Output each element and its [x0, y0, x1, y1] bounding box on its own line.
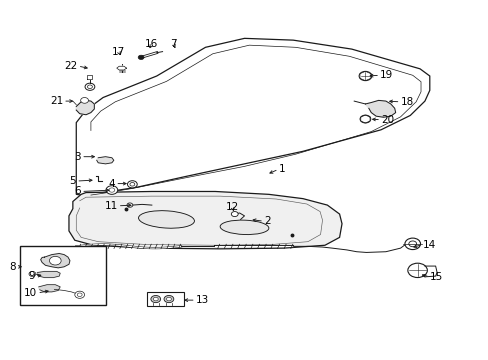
Text: 1: 1: [278, 164, 285, 174]
Circle shape: [404, 238, 420, 249]
FancyBboxPatch shape: [147, 292, 183, 306]
Circle shape: [29, 271, 36, 276]
Text: 4: 4: [108, 179, 115, 189]
Text: 14: 14: [422, 239, 435, 249]
FancyBboxPatch shape: [20, 246, 105, 305]
Text: 19: 19: [379, 70, 392, 80]
Circle shape: [407, 263, 427, 278]
Polygon shape: [76, 39, 429, 195]
Text: 8: 8: [10, 262, 16, 272]
Polygon shape: [39, 285, 60, 292]
Ellipse shape: [138, 211, 194, 228]
Circle shape: [359, 115, 370, 123]
Text: 6: 6: [74, 186, 81, 197]
Polygon shape: [117, 66, 126, 70]
Circle shape: [408, 241, 416, 247]
Polygon shape: [37, 271, 60, 278]
Circle shape: [138, 55, 144, 59]
Circle shape: [106, 186, 118, 194]
Text: 18: 18: [400, 97, 413, 107]
Circle shape: [127, 181, 137, 188]
Text: 11: 11: [104, 201, 118, 211]
Circle shape: [87, 85, 92, 89]
Text: 3: 3: [74, 152, 81, 162]
Circle shape: [85, 83, 95, 90]
Circle shape: [231, 212, 238, 217]
Polygon shape: [69, 192, 341, 249]
Circle shape: [130, 183, 135, 186]
Circle shape: [75, 291, 84, 298]
Polygon shape: [76, 100, 94, 115]
Text: 21: 21: [50, 96, 63, 106]
Circle shape: [109, 188, 115, 192]
Text: 7: 7: [170, 40, 177, 49]
Circle shape: [151, 296, 160, 303]
Circle shape: [81, 98, 88, 103]
Text: 13: 13: [195, 295, 208, 305]
Circle shape: [166, 297, 171, 301]
Text: 15: 15: [429, 272, 442, 282]
Text: 22: 22: [64, 61, 78, 71]
Circle shape: [163, 296, 173, 303]
Text: 5: 5: [69, 176, 76, 186]
Polygon shape: [97, 157, 114, 164]
Text: 12: 12: [225, 202, 239, 212]
Text: 10: 10: [24, 288, 37, 298]
Circle shape: [358, 71, 371, 81]
Circle shape: [49, 256, 61, 265]
Polygon shape: [41, 253, 70, 268]
Circle shape: [127, 203, 133, 207]
Text: 9: 9: [28, 271, 35, 281]
Circle shape: [153, 297, 158, 301]
Text: 20: 20: [380, 115, 393, 125]
Text: 2: 2: [264, 216, 270, 226]
Polygon shape: [365, 100, 395, 117]
Circle shape: [77, 293, 82, 297]
Text: 16: 16: [145, 40, 158, 49]
Text: 17: 17: [112, 46, 125, 57]
Ellipse shape: [220, 220, 268, 235]
